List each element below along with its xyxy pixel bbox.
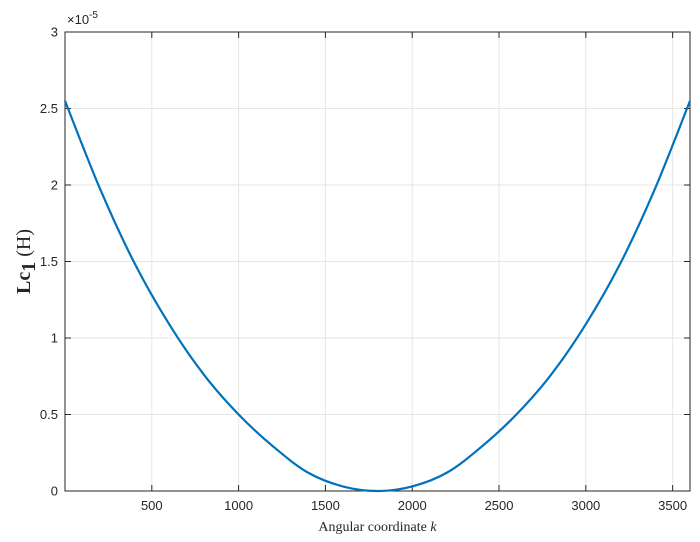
series (63, 100, 692, 493)
y-tick-label: 1.5 (40, 254, 58, 269)
y-tick-label: 3 (51, 25, 58, 40)
y-axis-label: Lc1 (H) (13, 229, 40, 294)
x-tick-label: 2500 (485, 498, 514, 513)
x-tick-label: 3500 (658, 498, 687, 513)
x-axis-label: Angular coordinate k (318, 520, 437, 535)
y-tick-label: 0.5 (40, 407, 58, 422)
x-tick-label: 500 (141, 498, 163, 513)
x-tick-label: 2000 (398, 498, 427, 513)
y-tick-label: 2.5 (40, 101, 58, 116)
y-tick-label: 1 (51, 331, 58, 346)
y-axis-exponent: ×10-5 (67, 10, 98, 27)
grid (65, 32, 690, 491)
x-tick-label: 1500 (311, 498, 340, 513)
ticks: 500 1000 1500 2000 2500 3000 3500 0 0.5 1 1.5 2 2.5 3 (40, 25, 690, 513)
y-tick-label: 2 (51, 178, 58, 193)
x-tick-label: 1000 (224, 498, 253, 513)
y-tick-label: 0 (51, 484, 58, 499)
series-line (63, 100, 692, 493)
x-tick-label: 3000 (571, 498, 600, 513)
